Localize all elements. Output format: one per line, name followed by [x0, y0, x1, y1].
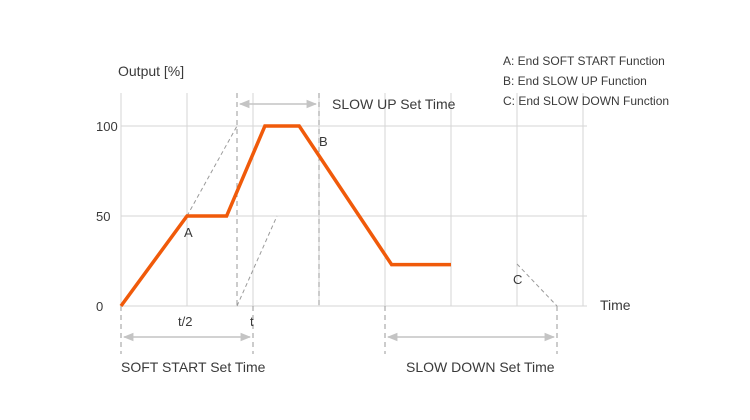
slow-up-extrapolation [236, 215, 278, 307]
guide-lines [120, 93, 558, 354]
x-tick-label: t [250, 314, 254, 329]
x-tick-label: t/2 [178, 314, 192, 329]
y-axis-label: Output [%] [118, 63, 184, 79]
slow-down-extrapolation [516, 263, 558, 307]
slow-down-span-label: SLOW DOWN Set Time [406, 359, 555, 375]
y-tick-label: 50 [96, 209, 110, 224]
y-tick-label: 0 [96, 299, 103, 314]
x-axis-label: Time [600, 297, 631, 313]
extrapolation-lines [186, 125, 558, 307]
soft-start-span-label: SOFT START Set Time [121, 359, 266, 375]
legend-entry-b: B: End SLOW UP Function [503, 74, 647, 88]
series-output-line [119, 124, 451, 308]
marker-label-c: C [513, 272, 522, 287]
y-tick-label: 100 [96, 119, 118, 134]
legend-entry-a: A: End SOFT START Function [503, 54, 665, 68]
marker-label-a: A [184, 225, 193, 240]
legend: A: End SOFT START Function B: End SLOW U… [503, 54, 669, 108]
span-arrows [122, 99, 556, 342]
legend-entry-c: C: End SLOW DOWN Function [503, 94, 669, 108]
marker-label-b: B [319, 134, 328, 149]
gridlines [120, 93, 587, 307]
soft-start-extrapolation [186, 125, 238, 217]
slow-up-span-label: SLOW UP Set Time [332, 96, 456, 112]
